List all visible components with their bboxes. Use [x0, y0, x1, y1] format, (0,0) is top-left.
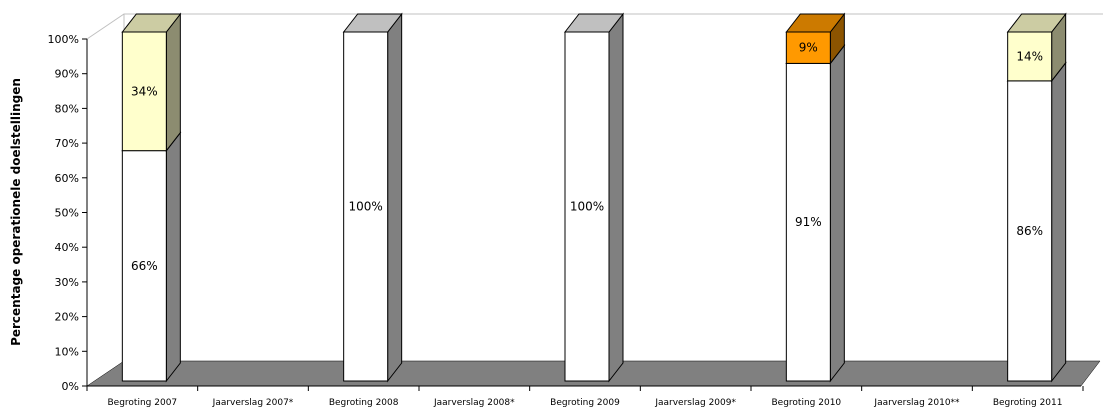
x-tick-label: Begroting 2010 [772, 398, 842, 408]
data-label: 86% [1016, 224, 1043, 238]
bar-segment [121, 150, 167, 382]
y-tick-label: 0% [62, 380, 79, 393]
data-label: 14% [1016, 49, 1043, 63]
bar-side-face [608, 12, 624, 383]
y-tick-label: 10% [55, 345, 79, 358]
x-tick-label: Jaarverslag 2008* [433, 398, 515, 408]
data-label: 100% [349, 200, 383, 214]
data-label: 91% [795, 215, 822, 229]
x-tick-label: Jaarverslag 2009* [654, 398, 736, 408]
y-axis-title: Percentage operationele doelstellingen [9, 78, 23, 346]
bar-side-face [165, 12, 181, 153]
bar-segment [785, 31, 831, 64]
x-tick-label: Jaarverslag 2007* [212, 398, 294, 408]
bar-side-face [1051, 61, 1067, 383]
y-tick-label: 80% [55, 102, 79, 115]
bar-side-face [387, 12, 403, 383]
y-tick-label: 30% [55, 276, 79, 289]
y-tick-label: 50% [55, 207, 79, 220]
bar-segment [564, 31, 610, 382]
data-label: 34% [131, 84, 158, 98]
bar-segment [343, 31, 389, 382]
data-label: 66% [131, 259, 158, 273]
bar-segment [1007, 80, 1053, 382]
x-tick-label: Begroting 2008 [329, 398, 399, 408]
y-tick-label: 40% [55, 241, 79, 254]
bar-segment [785, 62, 831, 382]
y-axis: 0% 10% 20% 30% 40% 50% 60% 70% 80% 90% 100% [48, 33, 88, 393]
x-tick-label: Begroting 2011 [993, 398, 1063, 408]
x-axis: Begroting 2007 Jaarverslag 2007* Begroting… [86, 385, 1084, 408]
bar-side-face [829, 43, 845, 383]
bar-side-face [165, 131, 181, 383]
data-label: 100% [570, 200, 604, 214]
bar-segment [1007, 31, 1053, 82]
y-tick-label: 60% [55, 172, 79, 185]
y-tick-label: 90% [55, 68, 79, 81]
bars-group: 66% 34% 100% 100% 91% 9% 86% 14% [121, 12, 1067, 383]
x-tick-label: Begroting 2009 [550, 398, 620, 408]
data-label: 9% [799, 41, 818, 55]
y-tick-label: 20% [55, 311, 79, 324]
x-tick-label: Jaarverslag 2010** [873, 398, 960, 408]
y-tick-label: 100% [48, 33, 79, 46]
y-tick-label: 70% [55, 137, 79, 150]
bar-segment [121, 31, 167, 152]
x-tick-label: Begroting 2007 [108, 398, 178, 408]
